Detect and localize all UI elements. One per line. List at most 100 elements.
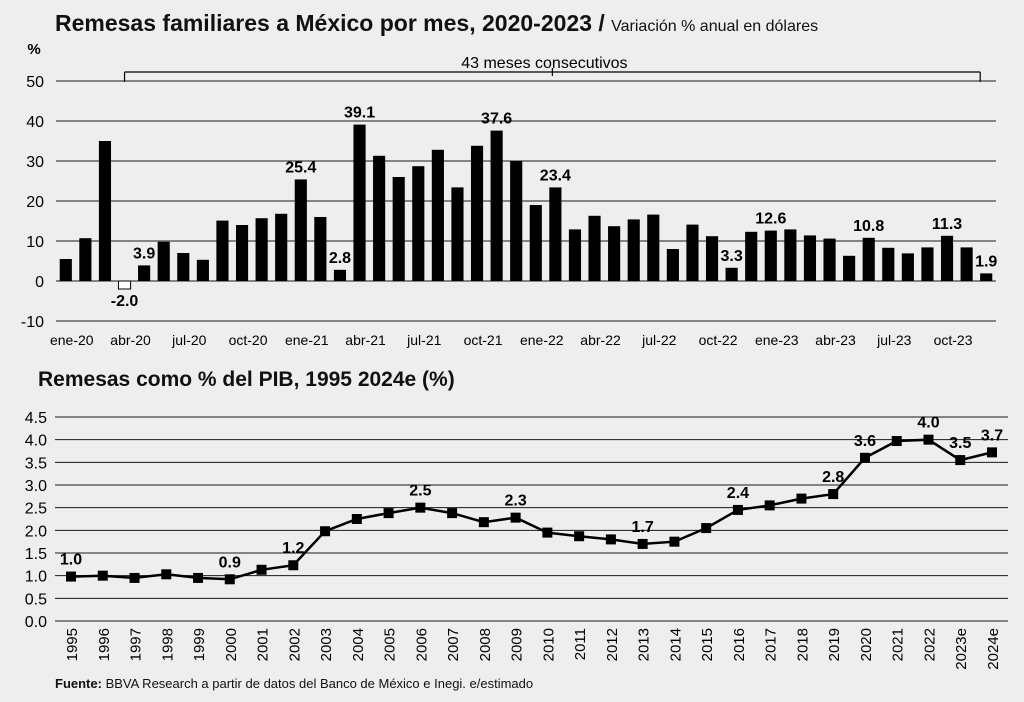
line-x-tick-label: 2004 bbox=[350, 628, 367, 661]
bar bbox=[764, 230, 777, 281]
bar-y-tick-label: 30 bbox=[26, 154, 44, 171]
data-point bbox=[637, 538, 648, 549]
line-x-tick-label: 2008 bbox=[477, 628, 494, 661]
line-x-tick-label: 2009 bbox=[509, 628, 526, 661]
bar-x-tick-label: abr-22 bbox=[580, 332, 621, 348]
line-data-label: 1.7 bbox=[632, 519, 654, 536]
bar-y-tick-label: 50 bbox=[26, 74, 44, 91]
line-y-tick-label: 2.0 bbox=[25, 523, 47, 540]
data-point bbox=[66, 571, 76, 582]
bar bbox=[784, 229, 797, 281]
bar-data-label: 23.4 bbox=[540, 167, 571, 184]
bar bbox=[294, 179, 307, 281]
bottom-chart-title: Remesas como % del PIB, 1995 2024e (%) bbox=[38, 368, 455, 391]
bar bbox=[98, 141, 112, 281]
line-data-label: 2.3 bbox=[504, 493, 526, 510]
bar bbox=[216, 220, 229, 281]
line-data-label: 3.6 bbox=[854, 433, 876, 450]
bar bbox=[392, 177, 405, 281]
data-point bbox=[542, 527, 553, 538]
bar-data-label: 11.3 bbox=[932, 216, 962, 233]
bar-x-tick-label: oct-21 bbox=[464, 332, 503, 348]
line-x-tick-label: 2014 bbox=[667, 628, 684, 661]
bar-data-label: 3.9 bbox=[133, 245, 155, 262]
line-x-tick-label: 2021 bbox=[890, 628, 907, 661]
bar bbox=[960, 247, 973, 281]
bar-x-tick-label: jul-23 bbox=[876, 332, 911, 348]
data-point bbox=[701, 523, 712, 534]
line-x-tick-label: 2020 bbox=[858, 628, 875, 661]
data-point bbox=[161, 569, 172, 580]
bar bbox=[627, 219, 640, 281]
bar-y-unit-label: % bbox=[27, 41, 40, 58]
line-y-tick-label: 0.0 bbox=[25, 614, 47, 631]
line-y-tick-label: 1.0 bbox=[25, 569, 47, 586]
line-y-tick-label: 3.0 bbox=[25, 478, 47, 495]
bar-x-tick-label: jul-21 bbox=[406, 332, 441, 348]
line-x-tick-label: 2001 bbox=[255, 628, 272, 661]
data-point bbox=[224, 574, 235, 585]
data-point bbox=[351, 514, 362, 524]
line-y-tick-label: 2.5 bbox=[25, 501, 47, 518]
bar-x-tick-label: oct-23 bbox=[934, 332, 973, 348]
line-x-tick-label: 1997 bbox=[128, 628, 145, 661]
data-point bbox=[987, 447, 997, 458]
source-text: BBVA Research a partir de datos del Banc… bbox=[101, 676, 534, 691]
bar-x-tick-label: jul-22 bbox=[641, 332, 676, 348]
line-x-tick-label: 2013 bbox=[636, 628, 653, 661]
line-x-tick-label: 1999 bbox=[191, 628, 208, 661]
line-x-tick-label: 1995 bbox=[64, 628, 81, 661]
data-point bbox=[923, 434, 934, 445]
bar bbox=[588, 215, 601, 281]
bar-x-tick-label: oct-22 bbox=[699, 332, 738, 348]
bar bbox=[510, 161, 523, 281]
line-data-label: 0.9 bbox=[219, 554, 241, 571]
bar bbox=[725, 267, 738, 281]
bar bbox=[549, 187, 562, 281]
bar-negative bbox=[117, 280, 132, 290]
bar-data-label: 1.9 bbox=[975, 253, 997, 270]
line-y-tick-label: 1.5 bbox=[25, 546, 47, 563]
line-data-label: 4.0 bbox=[917, 415, 939, 432]
line-data-label: 3.5 bbox=[949, 435, 971, 452]
bar-y-tick-label: 20 bbox=[26, 194, 44, 211]
bar-y-tick-label: 0 bbox=[35, 274, 44, 291]
line-data-label: 3.7 bbox=[981, 427, 1003, 444]
bar bbox=[608, 226, 621, 281]
line-x-tick-label: 2000 bbox=[223, 628, 240, 661]
top-chart-title: Remesas familiares a México por mes, 202… bbox=[55, 10, 818, 37]
data-point bbox=[764, 500, 775, 511]
data-point bbox=[732, 504, 743, 515]
line-x-tick-label: 2019 bbox=[826, 628, 843, 661]
line-x-tick-label: 2003 bbox=[318, 628, 335, 661]
line-data-label: 2.5 bbox=[409, 483, 431, 500]
bar bbox=[79, 238, 92, 281]
bar bbox=[705, 236, 719, 281]
bar bbox=[196, 259, 209, 281]
line-data-label: 1.2 bbox=[282, 540, 304, 557]
bar bbox=[373, 155, 386, 281]
bar bbox=[314, 217, 327, 281]
bar-x-tick-label: abr-20 bbox=[110, 332, 151, 348]
remittances-gdp-line-chart: 0.0 0.5 1.0 1.5 2.0 2.5 3.0 3.5 4.0 4.5 1995 1996 19… bbox=[25, 410, 1008, 670]
line-x-tick-label: 2023e bbox=[953, 628, 970, 670]
line-x-tick-label: 2016 bbox=[731, 628, 748, 661]
bar-x-tick-label: ene-21 bbox=[285, 332, 329, 348]
bar bbox=[451, 187, 464, 281]
source-note: Fuente: BBVA Research a partir de datos … bbox=[55, 676, 533, 691]
data-point bbox=[320, 526, 331, 537]
bar-data-label: 37.6 bbox=[481, 111, 512, 128]
data-point bbox=[193, 572, 204, 583]
bar bbox=[255, 218, 268, 281]
data-point bbox=[605, 534, 616, 545]
bar-data-label: 3.3 bbox=[721, 248, 743, 265]
data-point bbox=[828, 489, 839, 500]
bar bbox=[901, 253, 914, 281]
bar-x-tick-label: ene-22 bbox=[520, 332, 564, 348]
bar-x-tick-label: jul-20 bbox=[171, 332, 206, 348]
line-x-tick-label: 2006 bbox=[413, 628, 430, 661]
data-point bbox=[859, 452, 870, 463]
bar-y-tick-label: 10 bbox=[26, 234, 44, 251]
bar bbox=[686, 224, 699, 281]
data-point bbox=[891, 436, 902, 447]
